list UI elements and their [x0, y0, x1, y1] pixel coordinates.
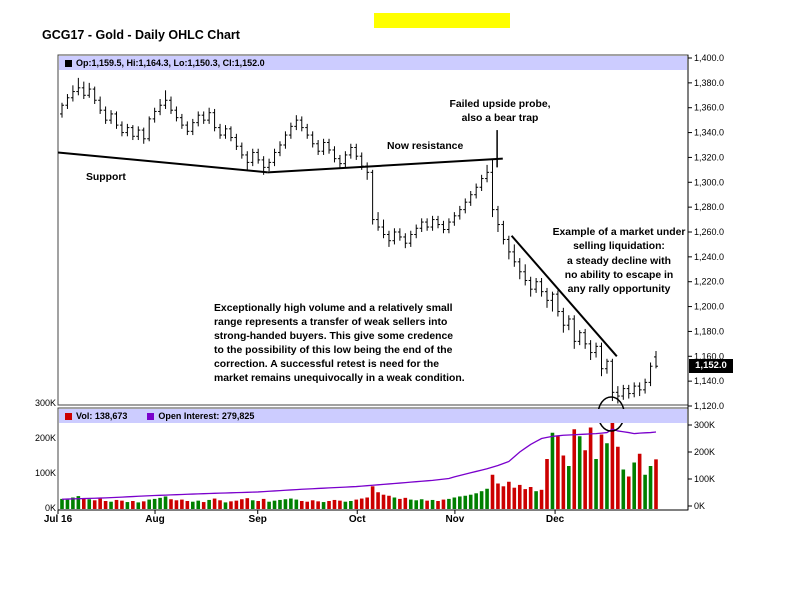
svg-text:Jul 16: Jul 16 [44, 514, 73, 525]
open-interest-legend-text: Open Interest: 279,825 [158, 411, 255, 421]
annotation-support: Support [86, 172, 126, 183]
annotation-now-resistance: Now resistance [387, 141, 464, 152]
svg-text:1,400.0: 1,400.0 [694, 53, 724, 63]
open-interest-legend-swatch-icon [147, 412, 155, 420]
svg-text:Sep: Sep [249, 514, 267, 525]
svg-text:1,260.0: 1,260.0 [694, 227, 724, 237]
svg-text:Oct: Oct [349, 514, 366, 525]
svg-text:1,140.0: 1,140.0 [694, 376, 724, 386]
price-pane [57, 54, 689, 406]
last-price-tag: 1,152.0 [689, 359, 733, 373]
resistance-line [267, 157, 503, 174]
ohlc-bars [60, 77, 658, 404]
ohlc-legend-text: Op:1,159.5, Hi:1,164.3, Lo:1,150.3, Cl:1… [76, 58, 265, 68]
price-axis: 1,400.0 1,380.0 1,360.0 1,340.0 1,320.0 1,300… [687, 53, 724, 510]
svg-text:Nov: Nov [445, 514, 464, 525]
svg-text:100K: 100K [694, 474, 715, 484]
open-interest-line [61, 428, 657, 500]
chart-title: GCG17 - Gold - Daily OHLC Chart [42, 28, 240, 42]
support-line [57, 151, 268, 174]
volume-bars [60, 422, 658, 509]
svg-text:1,240.0: 1,240.0 [694, 252, 724, 262]
svg-text:Dec: Dec [546, 514, 565, 525]
svg-text:100K: 100K [35, 468, 56, 478]
svg-text:0K: 0K [45, 503, 56, 513]
price-legend-strip: Op:1,159.5, Hi:1,164.3, Lo:1,150.3, Cl:1… [59, 56, 687, 70]
time-axis: Jul 16 Aug Sep Oct Nov Dec [44, 509, 688, 525]
annotation-volume-analysis: Exceptionally high volume and a relative… [214, 303, 465, 384]
svg-text:1,180.0: 1,180.0 [694, 326, 724, 336]
decline-line [510, 235, 618, 357]
svg-text:1,120.0: 1,120.0 [694, 401, 724, 411]
annotation-failed-probe: Failed upside probe, also a bear trap [449, 99, 551, 124]
svg-text:1,340.0: 1,340.0 [694, 128, 724, 138]
svg-text:1,280.0: 1,280.0 [694, 202, 724, 212]
volume-legend-strip: Vol: 138,673 Open Interest: 279,825 [59, 409, 687, 423]
svg-text:0K: 0K [694, 501, 705, 511]
svg-text:1,200.0: 1,200.0 [694, 302, 724, 312]
svg-text:300K: 300K [694, 420, 715, 430]
volume-legend-text: Vol: 138,673 [76, 411, 128, 421]
svg-text:1,220.0: 1,220.0 [694, 277, 724, 287]
svg-text:200K: 200K [35, 433, 56, 443]
svg-text:200K: 200K [694, 447, 715, 457]
yellow-highlight-bar [374, 13, 510, 28]
svg-text:300K: 300K [35, 398, 56, 408]
volume-axis: 300K 300K 200K 200K 100K 100K 0K 0K [35, 398, 715, 513]
svg-text:Aug: Aug [145, 514, 164, 525]
svg-text:1,160.0: 1,160.0 [694, 351, 724, 361]
trendlines [57, 130, 618, 357]
volume-legend-swatch-icon [65, 412, 72, 420]
svg-text:1,320.0: 1,320.0 [694, 152, 724, 162]
annotation-selling-liquidation: Example of a market under selling liquid… [552, 227, 686, 296]
svg-text:1,360.0: 1,360.0 [694, 103, 724, 113]
svg-text:1,300.0: 1,300.0 [694, 177, 724, 187]
ohlc-legend-swatch-icon [65, 59, 72, 67]
svg-text:1,380.0: 1,380.0 [694, 78, 724, 88]
